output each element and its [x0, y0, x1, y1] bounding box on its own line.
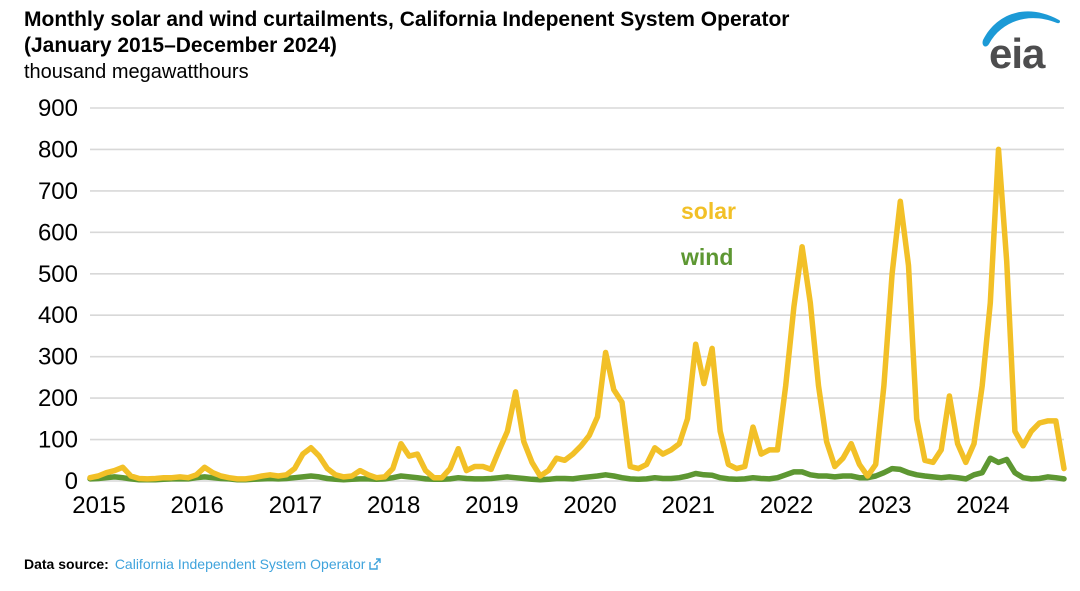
x-axis-tick-2015: 2015: [72, 492, 125, 519]
eia-logo-swoosh: [982, 11, 1061, 47]
x-axis-tick-2021: 2021: [662, 492, 715, 519]
x-axis-tick-2020: 2020: [563, 492, 616, 519]
x-axis-tick-2024: 2024: [956, 492, 1009, 519]
x-axis-tick-2017: 2017: [269, 492, 322, 519]
y-axis-tick-100: 100: [38, 427, 78, 454]
chart-title-line2: (January 2015–December 2024): [24, 34, 337, 57]
data-source-prefix: Data source:: [24, 556, 109, 572]
x-axis-tick-2022: 2022: [760, 492, 813, 519]
chart-title-line1: Monthly solar and wind curtailments, Cal…: [24, 8, 790, 31]
y-axis-tick-0: 0: [65, 468, 78, 495]
curtailment-chart: 0 100 200 300 400 500 600 700 800 900 2015 2016 2017…: [38, 95, 1067, 519]
data-source-row: Data source: California Independent Syst…: [24, 556, 382, 572]
eia-logo-text: eia: [989, 30, 1046, 76]
x-axis-tick-2016: 2016: [171, 492, 224, 519]
y-axis-tick-700: 700: [38, 178, 78, 205]
y-axis-tick-600: 600: [38, 219, 78, 246]
x-axis-tick-2018: 2018: [367, 492, 420, 519]
legend-solar-label: solar: [681, 198, 736, 224]
y-axis-tick-300: 300: [38, 344, 78, 371]
y-axis-tick-800: 800: [38, 136, 78, 163]
eia-logo: eia: [980, 8, 1062, 77]
solar-series-line: [87, 146, 1067, 482]
y-axis-tick-200: 200: [38, 385, 78, 412]
unit-label: thousand megawatthours: [24, 61, 249, 83]
y-axis-tick-500: 500: [38, 261, 78, 288]
external-link-icon: [369, 558, 382, 570]
y-axis-tick-900: 900: [38, 95, 78, 122]
x-axis-tick-2019: 2019: [465, 492, 518, 519]
data-source-link-text: California Independent System Operator: [114, 556, 366, 572]
legend-wind-label: wind: [681, 244, 734, 270]
data-source-link[interactable]: California Independent System Operator: [115, 556, 382, 572]
x-axis-tick-2023: 2023: [858, 492, 911, 519]
eia-logo-graphic: eia: [982, 11, 1061, 77]
y-axis-tick-400: 400: [38, 302, 78, 329]
